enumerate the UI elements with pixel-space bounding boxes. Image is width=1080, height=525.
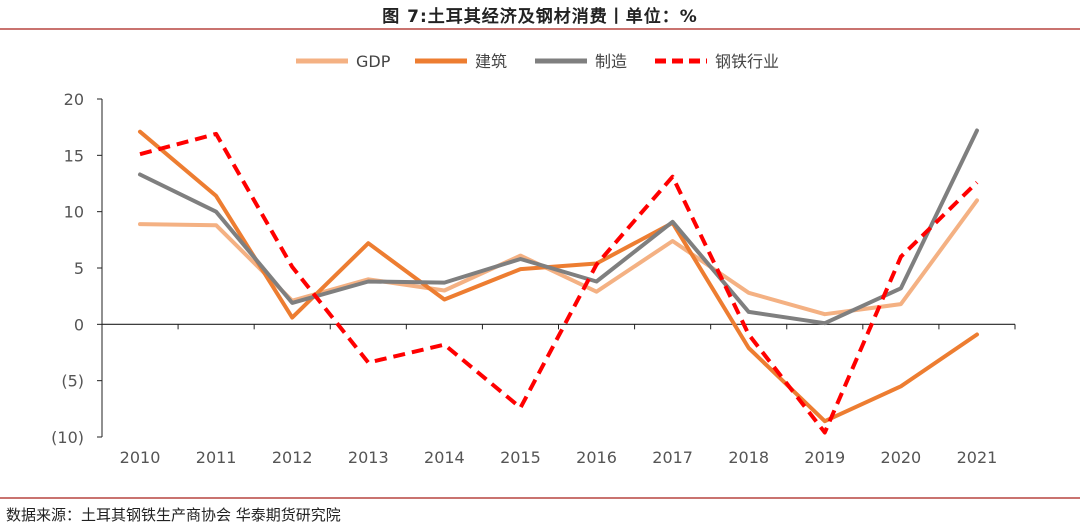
x-axis-labels: 2010 2011 2012 2013 2014 2015 2016 2017 2018 2019…: [120, 448, 998, 467]
x-tick-label: 2019: [804, 448, 845, 467]
legend-label: 建筑: [475, 52, 507, 71]
top-rule: [0, 28, 1080, 30]
series-line-制造: [138, 128, 979, 326]
legend-label: 制造: [595, 52, 627, 71]
x-tick-label: 2021: [957, 448, 998, 467]
y-tick-label: 20: [64, 90, 84, 109]
y-tick-label: (10): [51, 428, 84, 447]
legend-label: 钢铁行业: [715, 52, 779, 71]
y-tick-label: 0: [74, 315, 84, 334]
x-tick-label: 2010: [120, 448, 161, 467]
x-tick-label: 2018: [728, 448, 769, 467]
x-tick-label: 2011: [196, 448, 237, 467]
series-lines: [138, 128, 979, 435]
x-tick-label: 2012: [272, 448, 313, 467]
x-tick-label: 2014: [424, 448, 465, 467]
legend-label: GDP: [356, 52, 391, 71]
legend: GDP 建筑 制造 钢铁行业: [296, 52, 779, 71]
x-tick-label: 2015: [500, 448, 541, 467]
series-line-建筑: [138, 129, 979, 424]
y-tick-label: 5: [74, 259, 84, 278]
bottom-rule: [0, 497, 1080, 499]
axes: [97, 98, 1016, 438]
x-tick-label: 2013: [348, 448, 389, 467]
y-axis-labels: 20 15 10 5 0 (5) (10): [51, 90, 84, 447]
data-source: 数据来源：土耳其钢铁生产商协会 华泰期货研究院: [6, 506, 341, 524]
series-line-钢铁行业: [139, 131, 979, 435]
x-tick-label: 2016: [576, 448, 617, 467]
y-tick-label: 10: [64, 203, 84, 222]
y-tick-label: (5): [61, 372, 84, 391]
x-tick-label: 2017: [652, 448, 693, 467]
x-tick-label: 2020: [881, 448, 922, 467]
y-tick-label: 15: [64, 146, 84, 165]
chart-title: 图 7:土耳其经济及钢材消费丨单位：%: [382, 7, 698, 27]
